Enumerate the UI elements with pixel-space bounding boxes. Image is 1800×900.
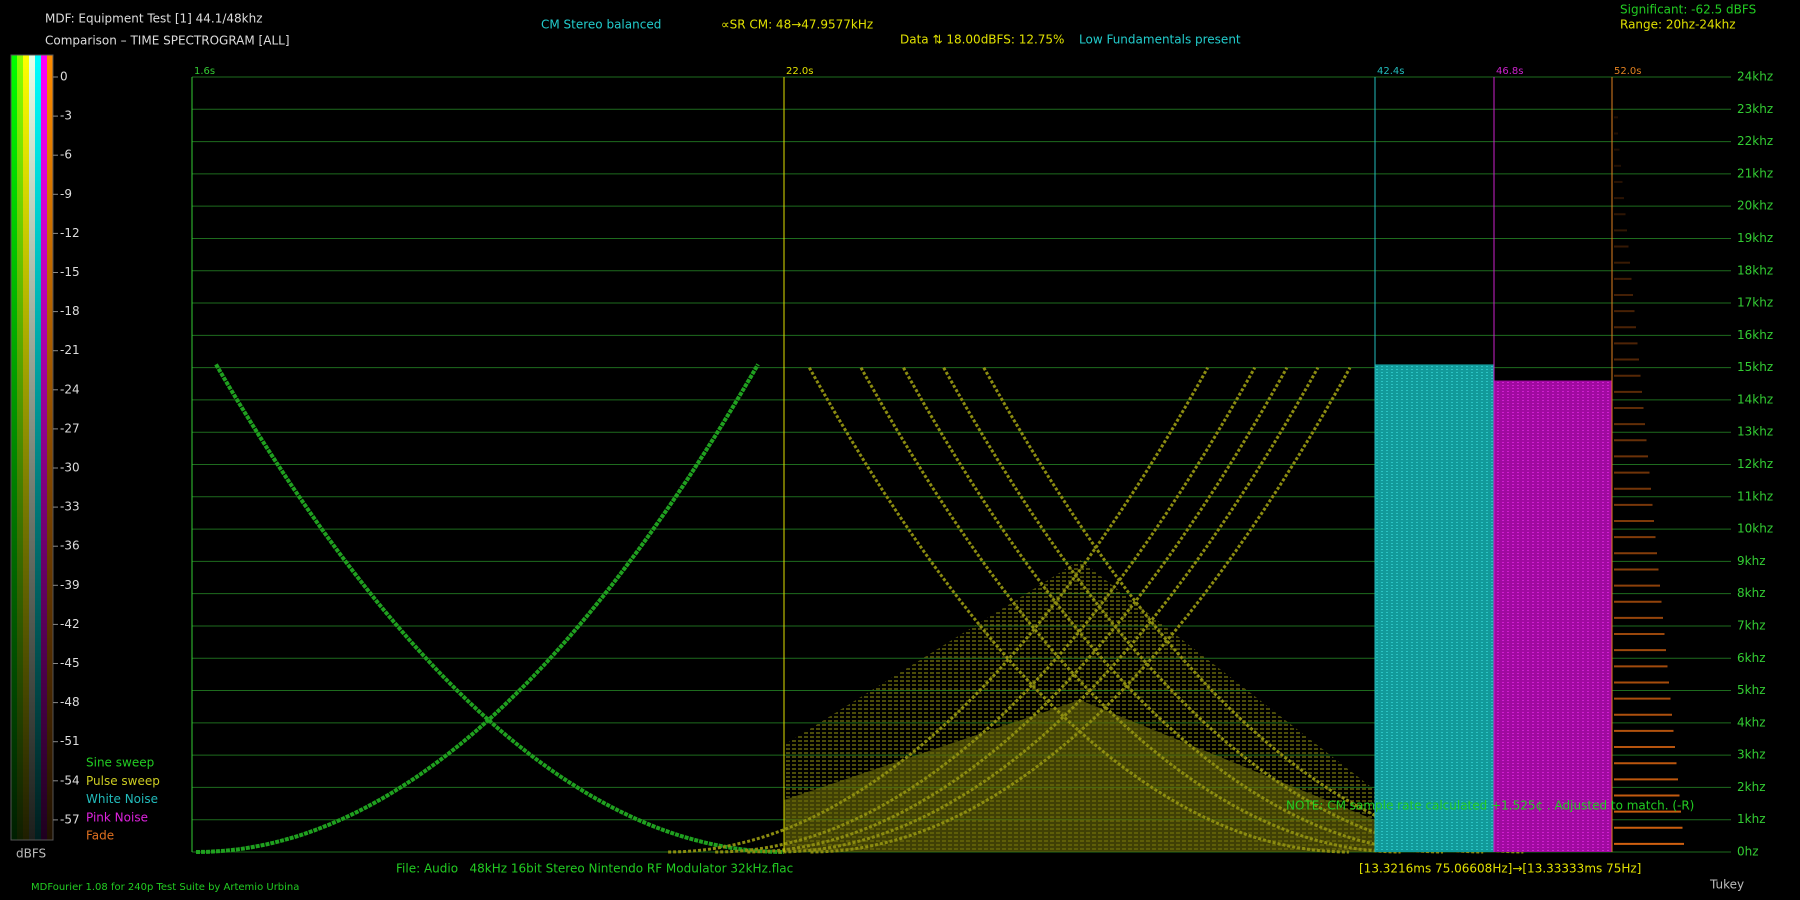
legend-entry: Pink Noise bbox=[86, 810, 148, 824]
frequency-label: 17khz bbox=[1737, 296, 1773, 310]
stereo-status: CM Stereo balanced bbox=[541, 18, 661, 32]
time-marker-label: 46.8s bbox=[1496, 66, 1523, 77]
pulse-sweep bbox=[778, 366, 1320, 854]
scale-label: -9 bbox=[60, 187, 72, 201]
credit: MDFourier 1.08 for 240p Test Suite by Ar… bbox=[31, 882, 299, 893]
timing-info: [13.3216ms 75.06608Hz]→[13.33333ms 75Hz] bbox=[1359, 862, 1641, 876]
frequency-label: 19khz bbox=[1737, 231, 1773, 245]
scale-label: -27 bbox=[60, 421, 80, 435]
scale-label: 0 bbox=[60, 70, 68, 84]
frequency-label: 24khz bbox=[1737, 70, 1773, 84]
scale-label: -36 bbox=[60, 539, 80, 553]
frequency-label: 9khz bbox=[1737, 554, 1766, 568]
pulse-haze bbox=[784, 700, 1375, 852]
title: MDF: Equipment Test [1] 44.1/48khz bbox=[45, 12, 263, 26]
scale-label: -51 bbox=[60, 734, 80, 748]
scale-label: -42 bbox=[60, 617, 80, 631]
time-marker-label: 42.4s bbox=[1377, 66, 1404, 77]
frequency-label: 14khz bbox=[1737, 392, 1773, 406]
frequency-label: 10khz bbox=[1737, 522, 1773, 536]
pulse-sweep bbox=[859, 366, 1401, 854]
sine-sweep bbox=[195, 363, 760, 854]
frequency-label: 15khz bbox=[1737, 360, 1773, 374]
pulse-sweep bbox=[715, 366, 1257, 854]
frequency-label: 7khz bbox=[1737, 618, 1766, 632]
frequency-label: 20khz bbox=[1737, 199, 1773, 213]
scale-stripe bbox=[23, 55, 29, 840]
legend-entry: Sine sweep bbox=[86, 756, 154, 770]
frequency-label: 2khz bbox=[1737, 780, 1766, 794]
legend-entry: Fade bbox=[86, 829, 114, 843]
scale-label: -30 bbox=[60, 461, 80, 475]
scale-label: -39 bbox=[60, 578, 80, 592]
frequency-label: 12khz bbox=[1737, 457, 1773, 471]
pulse-sweep bbox=[810, 366, 1352, 854]
white-noise bbox=[1375, 364, 1494, 852]
frequency-label: 11khz bbox=[1737, 489, 1773, 503]
pulse-sweep bbox=[668, 366, 1210, 854]
scale-stripe bbox=[17, 55, 23, 840]
fundamentals-note: Low Fundamentals present bbox=[1079, 33, 1241, 47]
pulse-sweep bbox=[807, 366, 1349, 854]
scale-stripe bbox=[35, 55, 41, 840]
scale-label: -54 bbox=[60, 773, 80, 787]
frequency-label: 6khz bbox=[1737, 651, 1766, 665]
time-marker-label: 22.0s bbox=[786, 66, 813, 77]
scale-label: -57 bbox=[60, 812, 80, 826]
scale-frame bbox=[10, 54, 54, 841]
scale-label: -18 bbox=[60, 304, 80, 318]
scale-unit: dBFS bbox=[16, 847, 46, 861]
frequency-label: 8khz bbox=[1737, 586, 1766, 600]
scale-label: -3 bbox=[60, 109, 72, 123]
frequency-label: 0hz bbox=[1737, 845, 1759, 859]
scale-stripe bbox=[11, 55, 17, 840]
scale-stripe bbox=[41, 55, 47, 840]
subtitle: Comparison – TIME SPECTROGRAM [ALL] bbox=[45, 34, 290, 48]
frequency-label: 5khz bbox=[1737, 683, 1766, 697]
file-info: File: Audio 48kHz 16bit Stereo Nintendo … bbox=[396, 862, 793, 876]
significant: Significant: -62.5 dBFS bbox=[1620, 3, 1756, 17]
scale-label: -6 bbox=[60, 148, 72, 162]
scale-label: -48 bbox=[60, 695, 80, 709]
legend-entry: White Noise bbox=[86, 792, 158, 806]
note: NOTE: CM sample rate calculated +1.525¢ … bbox=[1286, 799, 1694, 813]
pink-noise bbox=[1494, 380, 1612, 852]
range: Range: 20hz-24khz bbox=[1620, 18, 1736, 32]
scale-label: -45 bbox=[60, 656, 80, 670]
data-note: Data ⇅ 18.00dBFS: 12.75% bbox=[900, 33, 1064, 47]
pulse-sweep bbox=[902, 366, 1444, 854]
sine-sweep bbox=[214, 363, 785, 854]
frequency-label: 22khz bbox=[1737, 134, 1773, 148]
frequency-label: 21khz bbox=[1737, 166, 1773, 180]
time-marker-label: 1.6s bbox=[194, 66, 215, 77]
frequency-label: 18khz bbox=[1737, 263, 1773, 277]
frequency-label: 16khz bbox=[1737, 328, 1773, 342]
window-type: Tukey bbox=[1709, 878, 1744, 892]
scale-label: -12 bbox=[60, 226, 80, 240]
frequency-label: 1khz bbox=[1737, 812, 1766, 826]
scale-label: -21 bbox=[60, 343, 80, 357]
time-marker-label: 52.0s bbox=[1614, 66, 1641, 77]
frequency-label: 4khz bbox=[1737, 715, 1766, 729]
scale-label: -24 bbox=[60, 382, 80, 396]
scale-label: -15 bbox=[60, 265, 80, 279]
frequency-label: 23khz bbox=[1737, 102, 1773, 116]
frequency-label: 3khz bbox=[1737, 748, 1766, 762]
scale-stripe bbox=[29, 55, 35, 840]
pulse-sweep bbox=[747, 366, 1289, 854]
legend-entry: Pulse sweep bbox=[86, 774, 160, 788]
scale-stripe bbox=[47, 55, 53, 840]
sample-rate: ∝SR CM: 48→47.9577kHz bbox=[721, 18, 873, 32]
frequency-label: 13khz bbox=[1737, 425, 1773, 439]
scale-label: -33 bbox=[60, 500, 80, 514]
